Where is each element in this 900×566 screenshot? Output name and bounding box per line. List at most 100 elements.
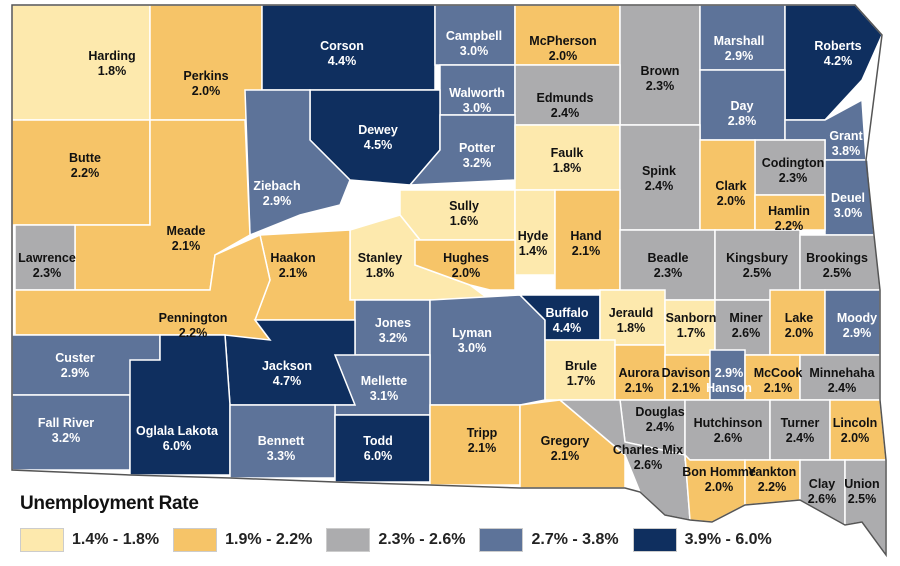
county-name: Perkins xyxy=(183,69,228,83)
county-rate: 1.6% xyxy=(450,214,479,228)
county-rate: 2.4% xyxy=(551,106,580,120)
county-turner xyxy=(769,399,831,461)
county-label: Charles Mix 2.6% xyxy=(613,443,683,472)
county-rate: 3.2% xyxy=(379,331,408,345)
county-label: Moody 2.9% xyxy=(837,311,877,340)
county-name: Faulk xyxy=(551,146,584,160)
county-label: Pennington 2.2% xyxy=(159,311,228,340)
county-label: Grant 3.8% xyxy=(829,129,863,158)
county-name: Brule xyxy=(565,359,597,373)
county-name: Douglas xyxy=(635,405,684,419)
county-name: Custer xyxy=(55,351,95,365)
county-rate: 2.4% xyxy=(645,179,674,193)
county-name: Codington xyxy=(762,156,824,170)
county-label: Hand 2.1% xyxy=(570,229,601,258)
county-label: Mellette 3.1% xyxy=(361,374,408,403)
county-label: Spink 2.4% xyxy=(642,164,676,193)
county-name: Kingsbury xyxy=(726,251,788,265)
county-rate: 2.3% xyxy=(33,266,62,280)
county-rate: 2.0% xyxy=(841,431,870,445)
county-rate: 2.1% xyxy=(172,239,201,253)
county-rate: 2.2% xyxy=(775,219,804,233)
county-name: Gregory xyxy=(541,434,590,448)
county-rate: 2.6% xyxy=(808,492,837,506)
legend: 1.4% - 1.8% 1.9% - 2.2% 2.3% - 2.6% 2.7%… xyxy=(20,528,772,552)
legend-item: 3.9% - 6.0% xyxy=(632,528,772,552)
county-label: Bon Homme 2.0% xyxy=(682,465,756,494)
county-rate: 2.9% xyxy=(843,326,872,340)
legend-item: 2.7% - 3.8% xyxy=(479,528,619,552)
county-label: Kingsbury 2.5% xyxy=(726,251,788,280)
county-ziebach xyxy=(244,89,351,237)
county-rate: 2.9% xyxy=(715,366,744,380)
county-rate: 3.0% xyxy=(458,341,487,355)
county-name: Todd xyxy=(363,434,393,448)
county-rate: 2.9% xyxy=(263,194,292,208)
county-label: Day 2.8% xyxy=(728,99,757,128)
county-name: Edmunds xyxy=(537,91,594,105)
county-name: Hand xyxy=(570,229,601,243)
county-name: Minnehaha xyxy=(809,366,875,380)
county-name: Lake xyxy=(785,311,814,325)
county-label: Custer 2.9% xyxy=(55,351,95,380)
county-name: Union xyxy=(844,477,879,491)
county-name: Miner xyxy=(729,311,762,325)
county-label: Jackson 4.7% xyxy=(262,359,312,388)
county-name: Dewey xyxy=(358,123,398,137)
county-name: Fall River xyxy=(38,416,94,430)
county-lyman xyxy=(429,294,546,406)
county-name: Deuel xyxy=(831,191,865,205)
legend-swatch xyxy=(479,528,524,552)
county-label: Turner 2.4% xyxy=(781,416,820,445)
county-label: Brule 1.7% xyxy=(565,359,597,388)
county-rate: 6.0% xyxy=(163,439,192,453)
county-label: Meade 2.1% xyxy=(167,224,206,253)
county-rate: 3.8% xyxy=(832,144,861,158)
county-label: Hamlin 2.2% xyxy=(768,204,810,233)
county-label: Todd 6.0% xyxy=(363,434,393,463)
county-name: Lincoln xyxy=(833,416,877,430)
county-name: McPherson xyxy=(529,34,596,48)
county-label: Oglala Lakota 6.0% xyxy=(136,424,219,453)
county-label: Hutchinson 2.6% xyxy=(694,416,763,445)
legend-swatch xyxy=(173,528,218,552)
county-name: Roberts xyxy=(814,39,861,53)
county-name: Meade xyxy=(167,224,206,238)
county-rate: 2.6% xyxy=(634,458,663,472)
legend-item: 2.3% - 2.6% xyxy=(326,528,465,552)
legend-item: 1.4% - 1.8% xyxy=(20,528,159,552)
county-label: Lawrence 2.3% xyxy=(18,251,76,280)
county-union xyxy=(844,459,887,558)
legend-item: 1.9% - 2.2% xyxy=(173,528,312,552)
county-label: Lyman 3.0% xyxy=(452,326,492,355)
county-rate: 1.8% xyxy=(617,321,646,335)
county-rate: 2.3% xyxy=(779,171,808,185)
county-name: Charles Mix xyxy=(613,443,683,457)
county-rate: 2.8% xyxy=(728,114,757,128)
county-name: Potter xyxy=(459,141,495,155)
county-name: McCook xyxy=(754,366,803,380)
county-name: Corson xyxy=(320,39,364,53)
county-rate: 1.7% xyxy=(567,374,596,388)
county-label: Potter 3.2% xyxy=(459,141,495,170)
county-rate: 2.1% xyxy=(468,441,497,455)
county-label: Stanley 1.8% xyxy=(358,251,403,280)
county-name: Tripp xyxy=(467,426,498,440)
county-label: Corson 4.4% xyxy=(320,39,364,68)
county-name: Clark xyxy=(715,179,746,193)
county-rate: 2.0% xyxy=(192,84,221,98)
county-rate: 2.5% xyxy=(743,266,772,280)
county-gregory xyxy=(519,399,626,489)
county-name: Jones xyxy=(375,316,411,330)
county-name: Harding xyxy=(88,49,135,63)
county-name: Lawrence xyxy=(18,251,76,265)
county-name: Brown xyxy=(641,64,680,78)
county-label: Jones 3.2% xyxy=(375,316,411,345)
county-label: Clay 2.6% xyxy=(808,477,837,506)
county-rate: 1.7% xyxy=(677,326,706,340)
county-rate: 4.4% xyxy=(553,321,582,335)
county-label: Butte 2.2% xyxy=(69,151,101,180)
county-rate: 2.0% xyxy=(717,194,746,208)
county-name: Hughes xyxy=(443,251,489,265)
